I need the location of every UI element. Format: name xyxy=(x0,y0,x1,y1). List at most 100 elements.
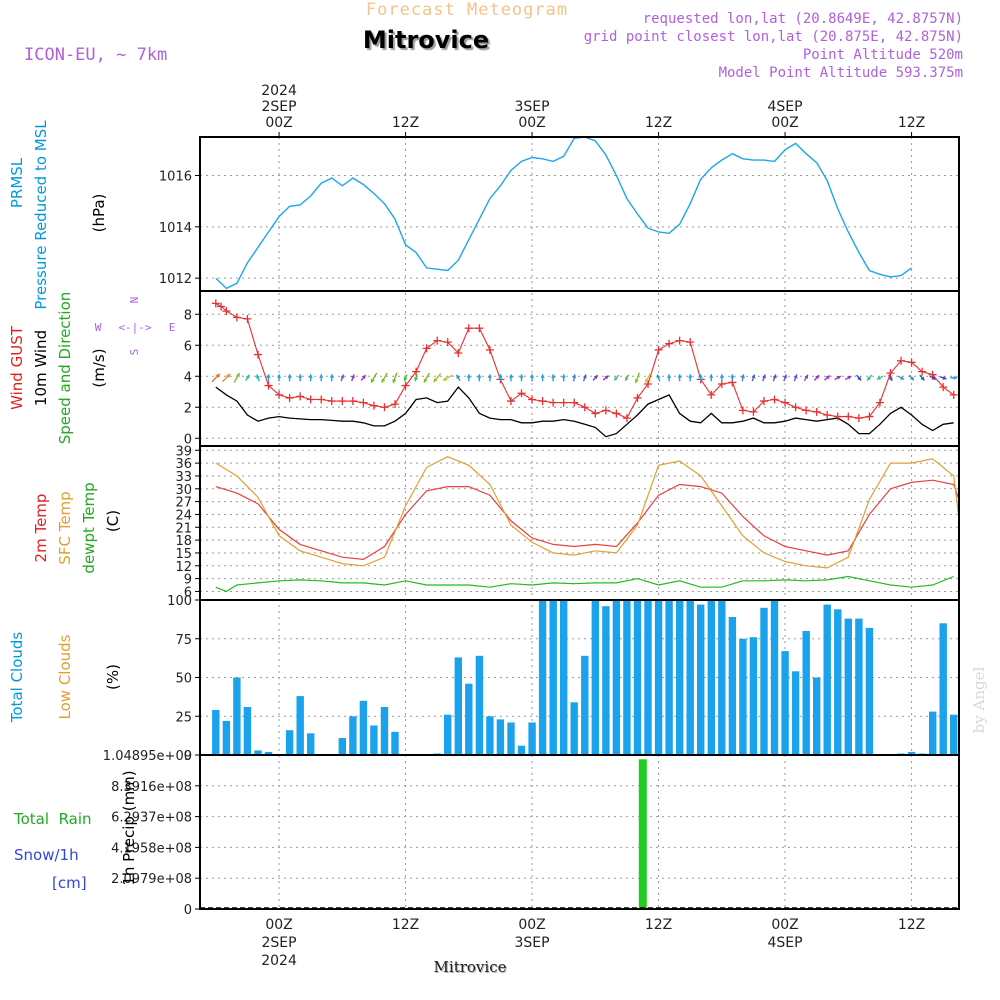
cloud-bar xyxy=(697,604,705,755)
cloud-bar xyxy=(760,607,768,756)
wind-direction-arrow xyxy=(824,375,831,381)
wind-gust-marker xyxy=(654,345,663,354)
grid-point-coords: grid point closest lon,lat (20.875E, 42.… xyxy=(584,29,963,45)
top-time-label: 00Z xyxy=(771,115,798,131)
cloud-bar xyxy=(813,677,821,755)
wind-gust-marker xyxy=(454,349,463,357)
wind-gust-marker xyxy=(317,395,326,404)
cloud-bar xyxy=(517,745,526,755)
wind-arrow-head xyxy=(256,374,260,379)
top-time-label: 2024 xyxy=(261,83,297,99)
wind-direction-arrow xyxy=(308,374,313,382)
bottom-time-label: 12Z xyxy=(392,917,419,933)
wind-gust-marker xyxy=(443,338,452,347)
wind-gust-marker xyxy=(359,398,368,407)
wind-direction-arrow xyxy=(644,372,652,383)
pressure-unit: (hPa) xyxy=(90,194,108,233)
wind-arrow-head xyxy=(361,375,366,380)
wind-gust-marker xyxy=(559,398,568,407)
wind-arrow-head xyxy=(540,374,545,378)
wind-gust-marker xyxy=(949,390,958,399)
wind-gust-marker xyxy=(812,407,821,416)
wind-gust-marker xyxy=(897,356,906,365)
wind-arrow-head xyxy=(815,375,819,380)
wind-10m-line xyxy=(215,386,954,438)
panel-frames xyxy=(199,136,960,910)
cloud-bar xyxy=(212,710,220,755)
pressure-y-tick-label: 1012 xyxy=(159,272,192,287)
wind-arrow-head xyxy=(582,374,587,379)
wind-direction-arrow xyxy=(582,374,587,382)
wind-direction-arrow xyxy=(540,374,545,382)
wind-gust-marker xyxy=(538,397,547,406)
wind-arrow-head xyxy=(688,374,693,378)
bottom-time-label: 00Z xyxy=(265,917,292,933)
wind-gust-marker xyxy=(327,397,336,406)
cloud-bar xyxy=(602,606,610,755)
wind-arrow-head xyxy=(340,374,345,379)
wind-direction-arrow xyxy=(803,374,809,382)
cloud-bar xyxy=(538,600,547,755)
cloud-bar xyxy=(612,600,621,755)
precip-y-tick-label: 8.3916e+08 xyxy=(111,780,192,795)
wind-arrow-head xyxy=(477,374,482,378)
wind-direction-arrow xyxy=(392,372,398,384)
wind-arrow-head xyxy=(266,374,271,378)
cloud-bar xyxy=(338,738,346,755)
wind-arrow-head xyxy=(371,378,375,383)
wind-arrow-head xyxy=(423,378,428,383)
temp-line-1 xyxy=(215,456,960,569)
clouds-unit: (%) xyxy=(104,664,122,690)
cloud-bar xyxy=(865,627,874,755)
precip-y-tick-label: 2.0979e+08 xyxy=(111,872,192,887)
cloud-bar xyxy=(907,751,916,755)
cloud-bar xyxy=(739,638,747,756)
cloud-bar xyxy=(444,714,452,755)
wind-direction-arrow xyxy=(613,374,620,381)
top-time-label: 00Z xyxy=(518,115,545,131)
wind-gust-marker xyxy=(380,403,389,412)
location-title: Mitrovice xyxy=(363,26,489,54)
temp-y-tick-label: 39 xyxy=(175,444,192,459)
clouds-panel-labels: Total Clouds Low Clouds (%) xyxy=(8,632,122,724)
wind-arrow-head xyxy=(677,374,682,378)
wind-arrow-head xyxy=(953,375,958,380)
wind-direction-arrow xyxy=(813,374,820,381)
wind-gust-marker xyxy=(338,397,347,406)
wind-gust-marker xyxy=(464,324,473,333)
wind-direction-arrow xyxy=(866,374,873,381)
wind-arrow-head xyxy=(751,374,756,379)
cloud-bar xyxy=(528,722,536,755)
wind-arrow-head xyxy=(215,373,220,378)
wind-arrow-head xyxy=(857,376,862,381)
bottom-time-label: 3SEP xyxy=(515,935,550,951)
wind-arrow-head xyxy=(698,374,703,378)
wind-direction-arrow xyxy=(455,374,461,382)
wind-direction-arrow xyxy=(762,374,766,382)
wind-arrow-head xyxy=(414,377,419,382)
compass-s: S xyxy=(128,349,141,356)
clouds-y-tick-label: 50 xyxy=(175,672,192,687)
wind-direction-arrow xyxy=(834,375,842,381)
cloud-bar xyxy=(254,750,262,755)
wind-arrow-head xyxy=(319,374,324,378)
bottom-time-axis: 00Z 2SEP 2024 12Z 00Z 3SEP 12Z 00Z 4SEP 12Z xyxy=(261,917,925,969)
model-altitude: Model Point Altitude 593.375m xyxy=(719,65,963,81)
wind-gust-marker xyxy=(759,397,768,406)
watermark: by Angel xyxy=(970,666,988,733)
wind-arrow-head xyxy=(381,378,386,383)
wind-gust-marker xyxy=(253,350,262,359)
point-altitude: Point Altitude 520m xyxy=(803,47,963,63)
compass-e: E xyxy=(169,321,176,334)
wind-y-tick-label: 8 xyxy=(184,308,192,323)
cloud-bar xyxy=(549,600,557,755)
wind-gust-marker xyxy=(348,397,357,406)
bottom-time-label: 12Z xyxy=(645,917,672,933)
wind-arrow-head xyxy=(593,375,598,380)
cloud-bar xyxy=(380,707,389,755)
wind-gust-marker xyxy=(686,338,695,347)
wind-direction-arrow xyxy=(624,374,630,382)
wind-direction-arrow xyxy=(897,375,905,381)
wind-gust-marker xyxy=(791,403,800,412)
